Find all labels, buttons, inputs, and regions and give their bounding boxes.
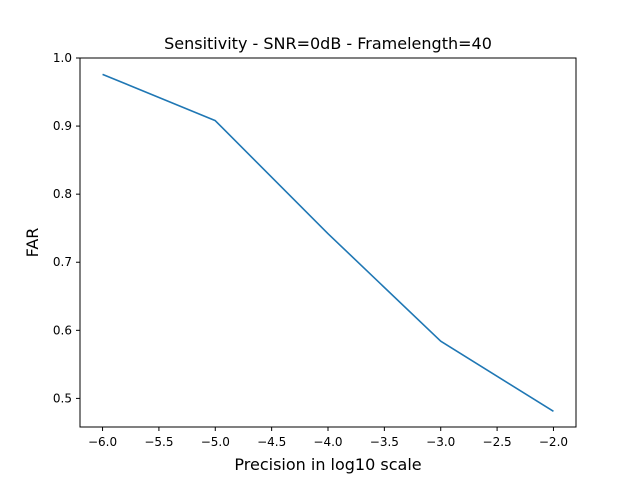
y-tick-label: 1.0 <box>53 51 72 65</box>
x-tick-label: −5.5 <box>144 435 173 449</box>
y-tick-label: 0.7 <box>53 255 72 269</box>
x-tick-label: −5.0 <box>201 435 230 449</box>
y-tick-label: 0.9 <box>53 119 72 133</box>
chart-title: Sensitivity - SNR=0dB - Framelength=40 <box>164 34 492 53</box>
x-tick-label: −3.5 <box>370 435 399 449</box>
x-tick-label: −6.0 <box>88 435 117 449</box>
y-tick-label: 0.6 <box>53 323 72 337</box>
y-tick-label: 0.8 <box>53 187 72 201</box>
x-axis-label: Precision in log10 scale <box>234 455 421 474</box>
x-tick-label: −2.5 <box>483 435 512 449</box>
y-axis-label: FAR <box>23 228 42 258</box>
x-tick-label: −2.0 <box>539 435 568 449</box>
x-tick-label: −4.5 <box>257 435 286 449</box>
x-tick-label: −3.0 <box>426 435 455 449</box>
y-tick-label: 0.5 <box>53 391 72 405</box>
x-tick-label: −4.0 <box>313 435 342 449</box>
